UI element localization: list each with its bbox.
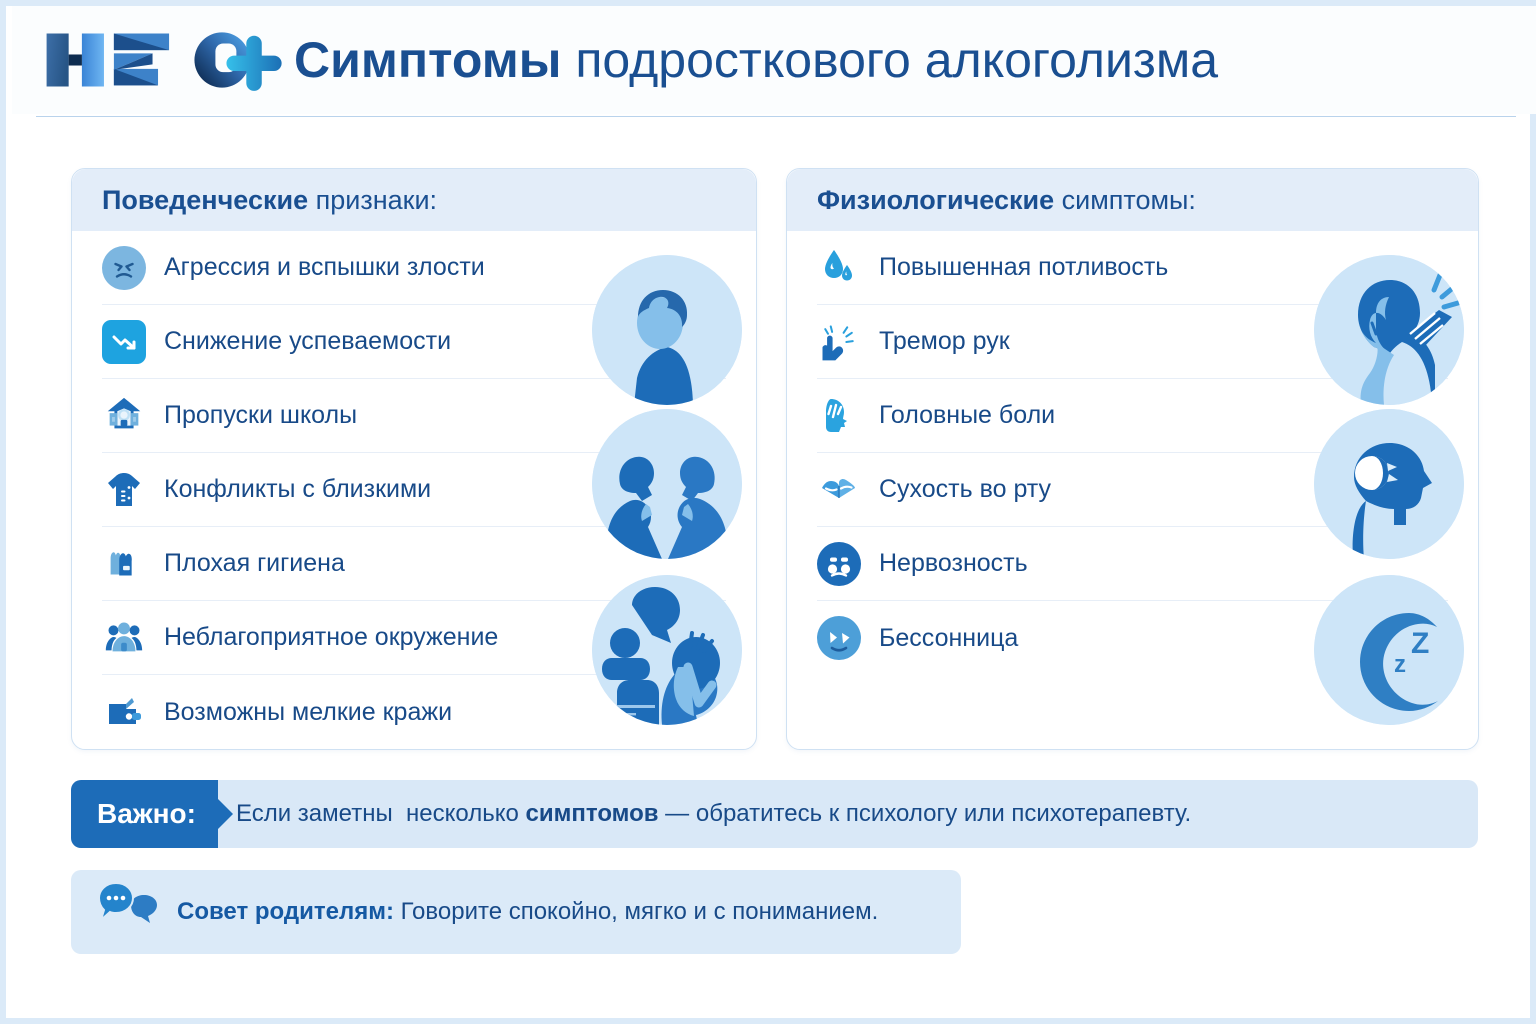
svg-text:z: z [1394, 651, 1406, 678]
svg-text:Z: Z [1411, 627, 1429, 660]
